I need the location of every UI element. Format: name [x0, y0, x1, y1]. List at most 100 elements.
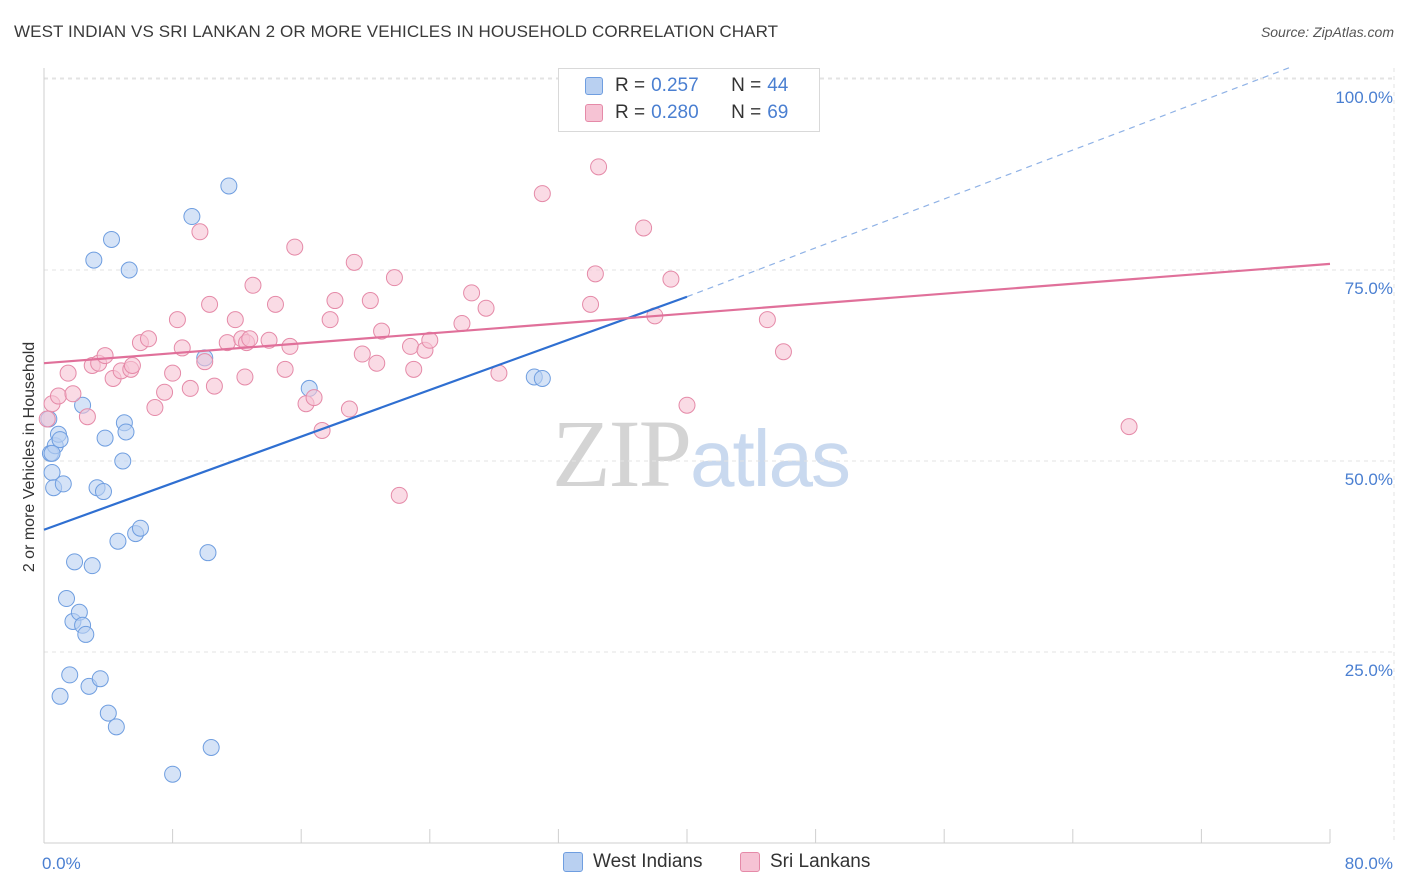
bottom-legend-label: Sri Lankans: [770, 851, 871, 872]
data-point: [774, 343, 792, 361]
data-point: [533, 369, 551, 387]
data-point: [635, 219, 653, 237]
legend-n-value: 44: [767, 75, 789, 96]
data-point: [586, 265, 604, 283]
data-point: [54, 475, 72, 493]
data-point: [61, 666, 79, 684]
legend-n-label: N =: [731, 102, 762, 123]
data-point: [201, 295, 219, 313]
data-point: [64, 385, 82, 403]
data-point: [83, 557, 101, 575]
data-point: [120, 261, 138, 279]
legend-row-west-indians: R = 0.257 N = 44: [585, 73, 788, 99]
data-point: [156, 383, 174, 401]
legend-r-label: R =: [615, 75, 646, 96]
data-point: [107, 718, 125, 736]
data-point: [758, 311, 776, 329]
chart-title: WEST INDIAN VS SRI LANKAN 2 OR MORE VEHI…: [14, 22, 779, 41]
bottom-legend-swatch-pink: [740, 852, 760, 872]
data-point: [91, 670, 109, 688]
tick-labels: 25.0% 50.0% 75.0% 100.0% 0.0% 80.0%: [42, 88, 1393, 873]
data-point: [321, 311, 339, 329]
data-point: [453, 314, 471, 332]
data-point: [202, 739, 220, 756]
data-point: [226, 311, 244, 329]
y-tick-label: 100.0%: [1335, 88, 1393, 107]
data-point: [385, 269, 403, 287]
data-point: [146, 399, 164, 417]
data-point: [114, 452, 132, 470]
data-point: [43, 444, 61, 462]
data-point: [168, 311, 186, 329]
data-point: [164, 364, 182, 382]
bottom-legend-label: West Indians: [593, 851, 703, 872]
legend: R = 0.257 N = 44 R = 0.280 N = 69: [558, 68, 820, 132]
data-point: [220, 177, 238, 195]
legend-r-value: 0.280: [651, 102, 699, 123]
data-point: [205, 377, 223, 395]
data-point: [196, 353, 214, 371]
data-point: [477, 299, 495, 317]
legend-row-sri-lankans: R = 0.280 N = 69: [585, 100, 788, 126]
data-point: [533, 185, 551, 203]
x-tick-label: 80.0%: [1345, 854, 1393, 873]
data-point: [662, 270, 680, 288]
data-point: [368, 354, 386, 372]
watermark: ZIPatlas: [552, 398, 851, 509]
data-point: [241, 330, 259, 348]
data-point: [199, 544, 217, 562]
data-point: [38, 410, 56, 428]
west-indians-trend-extension: [686, 66, 1291, 298]
data-point: [78, 408, 96, 426]
data-point: [345, 253, 363, 271]
data-point: [183, 208, 201, 226]
legend-r-value: 0.257: [651, 75, 699, 96]
sri-lankans-points: [38, 158, 1138, 504]
data-point: [94, 483, 112, 501]
data-point: [582, 295, 600, 313]
data-point: [51, 431, 69, 449]
sri-lankans-trend: [43, 262, 1331, 365]
west-indians-trend: [43, 295, 688, 531]
bottom-legend-west-indians[interactable]: West Indians: [563, 851, 702, 873]
bottom-legend-sri-lankans[interactable]: Sri Lankans: [740, 851, 870, 873]
data-point: [117, 423, 135, 441]
data-point: [281, 337, 299, 355]
y-tick-label: 25.0%: [1345, 661, 1393, 680]
data-point: [77, 625, 95, 643]
data-point: [260, 331, 278, 349]
data-point: [402, 337, 420, 355]
data-point: [164, 765, 182, 783]
data-point: [305, 389, 323, 407]
data-point: [96, 429, 114, 447]
watermark-zip: ZIP: [552, 400, 692, 507]
data-point: [1120, 418, 1138, 436]
data-point: [191, 223, 209, 241]
y-tick-label: 50.0%: [1345, 470, 1393, 489]
data-point: [123, 357, 141, 374]
data-point: [266, 295, 284, 313]
data-point: [139, 330, 157, 348]
bottom-legend-swatch-blue: [563, 852, 583, 872]
chart-source: Source: ZipAtlas.com: [1260, 24, 1394, 40]
data-point: [181, 379, 199, 397]
data-point: [51, 687, 69, 705]
data-point: [590, 158, 608, 176]
bottom-legend: West Indians Sri Lankans: [0, 851, 1406, 877]
legend-swatch-pink: [585, 104, 603, 122]
west-indians-points: [40, 177, 551, 783]
data-point: [58, 590, 76, 608]
data-point: [85, 251, 103, 269]
data-point: [49, 387, 67, 405]
data-point: [244, 276, 262, 294]
data-point: [421, 331, 439, 349]
legend-r-label: R =: [615, 102, 646, 123]
legend-n-label: N =: [731, 75, 762, 96]
data-point: [405, 360, 423, 378]
data-point: [276, 360, 294, 378]
y-tick-label: 75.0%: [1345, 279, 1393, 298]
trend-lines: [43, 66, 1331, 531]
data-point: [96, 347, 114, 365]
data-point: [326, 292, 344, 310]
